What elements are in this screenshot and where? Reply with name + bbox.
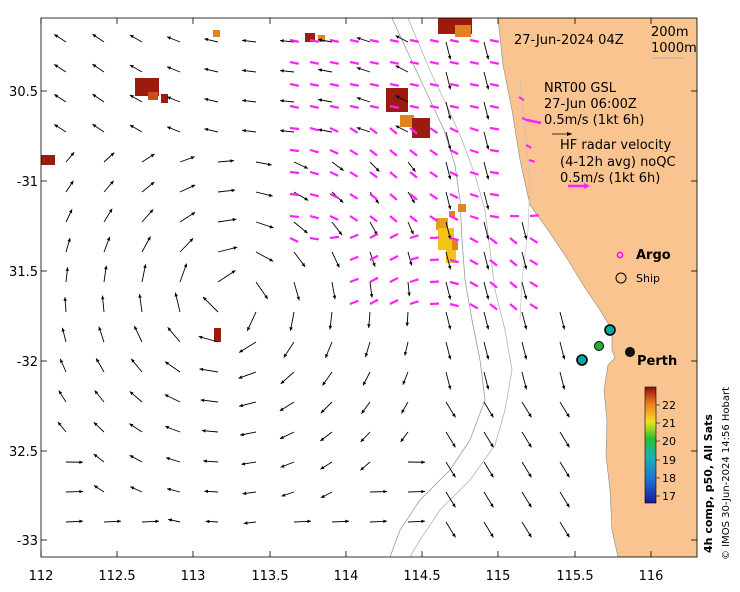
hf-legend-title: HF radar velocity [560,138,672,153]
glider-arrows [518,96,536,163]
station-marker-west [576,354,588,366]
lat-tick-label: 31.5 [9,265,38,280]
depth-legend-1000m: 1000m [651,41,697,56]
ship-label: Ship [636,272,660,285]
perth-label: Perth [637,354,677,369]
lat-tick-label: 32.5 [9,445,38,460]
colorbar-tick-label: 20 [662,435,676,448]
lon-tick-label: 116 [639,569,664,584]
colorbar-ticks: 22 21 20 19 18 17 [656,399,676,503]
credit-label: © IMOS 30-Jun-2024 14:56 Hobart [721,387,732,560]
lat-tick-label: -33 [17,534,38,549]
depth-legend-200m: 200m [651,25,688,40]
depth-contour-200m [389,18,486,557]
hf-legend-scale: 0.5m/s (1kt 6h) [560,171,660,186]
lon-axis: 112 112.5 113 113.5 114 114.5 115 115.5 116 [29,18,664,584]
lon-tick-label: 112 [29,569,54,584]
argo-marker-icon [616,251,624,259]
lon-tick-label: 115 [486,569,511,584]
sst-patches [41,18,472,342]
plot-border [40,17,698,558]
glider-legend-arrow [526,118,542,125]
date-label: 27-Jun-2024 04Z [514,33,624,48]
station-marker-north [604,324,616,336]
colorbar-tick-label: 22 [662,399,676,412]
station-marker-green [594,341,604,351]
glider-legend-time: 27-Jun 06:00Z [544,97,637,112]
lon-tick-label: 113 [181,569,206,584]
lon-tick-label: 112.5 [98,569,135,584]
glider-legend-scale: 0.5m/s (1kt 6h) [544,113,644,128]
colorbar-title: 4h comp, p50, All Sats [702,414,715,553]
lat-tick-label: 30.5 [9,85,38,100]
hf-radar-arrows [289,38,540,311]
colorbar-tick-label: 18 [662,472,676,485]
hf-legend-sub: (4-12h avg) noQC [560,155,676,170]
current-arrows [53,33,570,538]
lon-tick-label: 114 [334,569,359,584]
argo-label: Argo [636,248,671,263]
colorbar-tick-label: 21 [662,417,676,430]
ship-marker-icon [615,272,627,284]
city-marker [625,347,635,357]
sst-colorbar [644,386,657,504]
depth-contour-shelf [519,79,531,321]
colorbar-tick-label: 19 [662,454,676,467]
glider-legend-title: NRT00 GSL [544,81,617,96]
lon-tick-label: 115.5 [556,569,593,584]
lon-tick-label: 113.5 [251,569,288,584]
colorbar-tick-label: 17 [662,490,676,503]
lat-axis: 30.5 -31 31.5 -32 32.5 -33 [9,85,697,549]
depth-contour-1000m [407,18,513,557]
lat-tick-label: -32 [17,355,38,370]
lat-tick-label: -31 [17,175,38,190]
lon-tick-label: 114.5 [403,569,440,584]
